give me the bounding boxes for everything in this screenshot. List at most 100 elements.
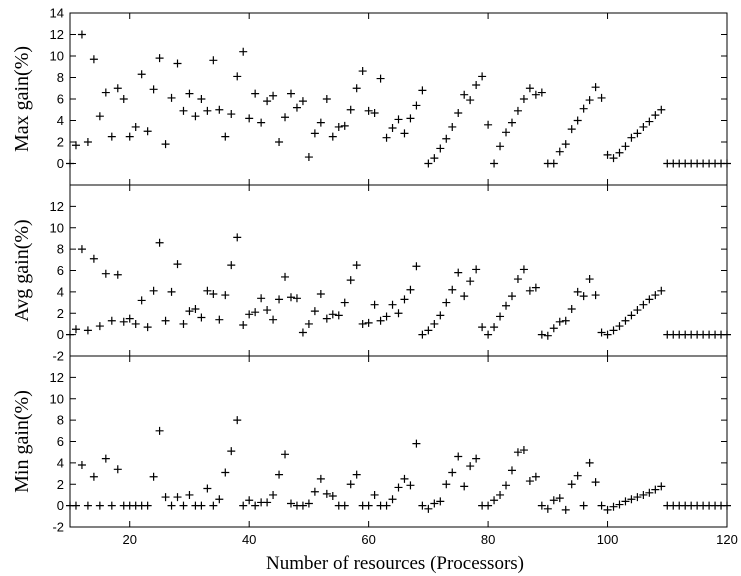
data-point: [286, 89, 295, 98]
data-point: [412, 101, 421, 110]
data-point: [478, 323, 487, 332]
data-point: [603, 505, 612, 514]
data-point: [310, 129, 319, 138]
data-point: [346, 276, 355, 285]
data-point: [340, 121, 349, 130]
data-point: [400, 295, 409, 304]
data-point: [651, 111, 660, 120]
data-point: [603, 150, 612, 159]
data-point: [113, 465, 122, 474]
data-point: [239, 501, 248, 510]
data-point: [71, 501, 80, 510]
data-point: [101, 269, 110, 278]
data-point: [233, 233, 242, 242]
data-point: [161, 493, 170, 502]
data-point: [107, 132, 116, 141]
data-point: [460, 482, 469, 491]
data-point: [639, 122, 648, 131]
data-point: [197, 501, 206, 510]
data-point: [119, 95, 128, 103]
y-tick-label: 2: [57, 477, 64, 492]
data-point: [573, 471, 582, 480]
data-point: [448, 122, 457, 131]
data-point: [316, 474, 325, 483]
data-point: [113, 84, 122, 93]
data-point: [155, 238, 164, 247]
data-point: [496, 490, 505, 499]
data-point: [185, 89, 194, 98]
data-point: [209, 290, 218, 299]
data-point: [340, 501, 349, 510]
data-point: [382, 133, 391, 142]
data-point: [304, 153, 313, 162]
data-point: [597, 501, 606, 510]
data-point: [149, 286, 158, 295]
data-point: [83, 326, 92, 335]
data-point: [723, 501, 731, 510]
data-point: [251, 89, 260, 98]
data-point: [328, 310, 337, 319]
data-point: [66, 159, 74, 168]
data-point: [621, 142, 630, 151]
x-tick-label: 60: [361, 532, 375, 547]
data-point: [358, 319, 367, 328]
data-point: [286, 499, 295, 508]
data-point: [472, 454, 481, 463]
data-point: [490, 159, 499, 168]
data-point: [442, 480, 451, 489]
data-point: [597, 93, 606, 102]
data-point: [627, 495, 636, 504]
data-point: [460, 292, 469, 301]
data-point: [77, 30, 86, 39]
data-point: [543, 504, 552, 513]
data-point: [304, 319, 313, 328]
data-point: [561, 316, 570, 325]
data-point: [585, 458, 594, 467]
y-tick-label: -2: [52, 349, 64, 364]
data-point: [633, 493, 642, 502]
data-point: [400, 129, 409, 138]
y-axis-label: Max gain(%): [11, 46, 33, 152]
data-point: [227, 110, 236, 119]
data-point: [615, 148, 624, 157]
x-tick-label: 100: [597, 532, 619, 547]
data-point: [484, 501, 493, 510]
y-tick-label: 0: [57, 156, 64, 171]
data-point: [430, 319, 439, 328]
data-point: [507, 118, 516, 127]
data-point: [579, 501, 588, 510]
data-point: [322, 489, 331, 498]
data-point: [466, 277, 475, 286]
y-tick-label: 2: [57, 135, 64, 150]
data-point: [442, 298, 451, 307]
data-point: [298, 501, 307, 510]
data-point: [233, 72, 242, 81]
x-tick-label: 80: [481, 532, 495, 547]
data-point: [603, 330, 612, 339]
data-point: [513, 275, 522, 284]
data-point: [436, 311, 445, 320]
data-point: [233, 416, 242, 425]
y-tick-label: 14: [50, 6, 64, 21]
data-point: [418, 330, 427, 339]
data-point: [89, 55, 98, 64]
data-point: [269, 315, 278, 324]
data-point: [77, 245, 86, 254]
data-point: [364, 106, 373, 115]
data-point: [502, 481, 511, 490]
y-tick-label: 6: [57, 434, 64, 449]
data-point: [298, 97, 307, 106]
data-point: [89, 254, 98, 263]
data-point: [322, 95, 331, 103]
x-axis-label: Number of resources (Processors): [266, 553, 524, 574]
data-point: [723, 330, 731, 339]
data-point: [537, 330, 546, 339]
data-point: [281, 272, 290, 281]
data-point: [394, 483, 403, 492]
data-point: [173, 493, 182, 502]
data-point: [334, 311, 343, 320]
data-point: [257, 294, 266, 303]
data-point: [585, 96, 594, 105]
data-point: [209, 501, 218, 510]
